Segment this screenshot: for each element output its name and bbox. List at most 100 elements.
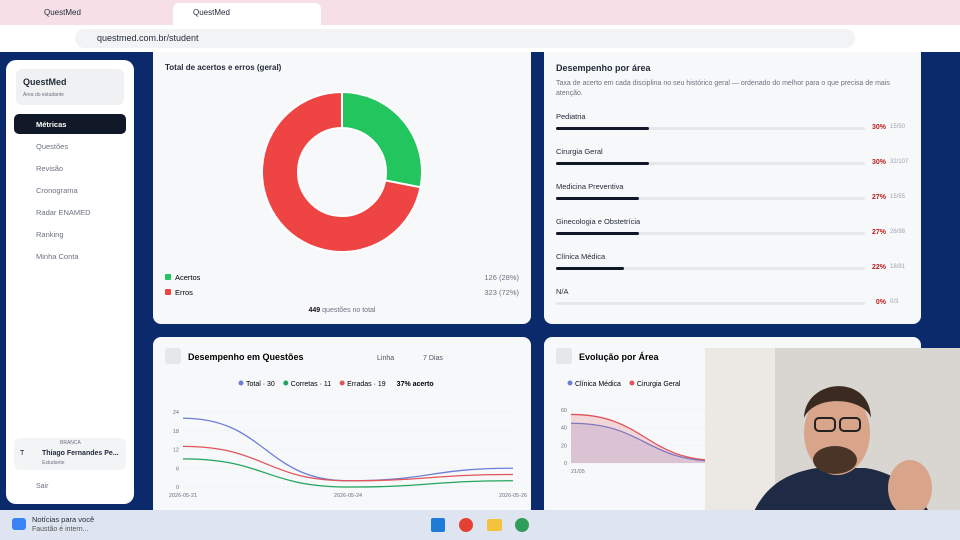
area-track: [556, 302, 865, 305]
area-name: Cirurgia Geral: [556, 147, 603, 156]
chrome-icon[interactable]: [459, 518, 473, 532]
url-field[interactable]: questmed.com.br/student: [75, 29, 855, 48]
title-icon: [165, 348, 181, 364]
title-icon: [556, 348, 572, 364]
logout[interactable]: Sair: [36, 483, 49, 490]
nav-label: Radar ENAMED: [36, 208, 91, 217]
nav-label: Revisão: [36, 164, 64, 173]
legend-value: 323 (72%): [484, 288, 519, 297]
nav-item[interactable]: Questões: [14, 136, 126, 156]
user-name: Thiago Fernandes Pe...: [42, 450, 119, 457]
area-pct: 30%: [871, 159, 886, 166]
area-name: Pediatria: [556, 112, 586, 121]
area-bar: [556, 197, 640, 200]
area-track: [556, 162, 865, 165]
area-bar: [556, 127, 649, 130]
legend-extra: 37% acerto: [397, 381, 434, 388]
brand-box: QuestMed Área do estudante: [16, 69, 124, 105]
series-line: [570, 422, 720, 462]
legend-label: Erradas · 19: [347, 381, 386, 388]
total: 449: [308, 307, 321, 314]
area-bar: [556, 232, 640, 235]
x-tick-label: 2026-05-26: [499, 493, 527, 499]
y-tick-label: 6: [176, 466, 179, 472]
legend-swatch: [165, 289, 171, 295]
area-count: 15/50: [890, 124, 906, 130]
area-track: [556, 127, 865, 130]
y-tick-label: 18: [173, 429, 179, 435]
chart-title: Desempenho em Questões: [188, 352, 304, 362]
area-pct: 30%: [871, 124, 886, 131]
tab[interactable]: QuestMed: [22, 4, 170, 21]
line-card: Desempenho em Questões Linha 7 Dias Total ·…: [153, 337, 531, 517]
area-pct: 27%: [871, 229, 886, 236]
sidebar: QuestMed Área do estudante Métricas Quest…: [6, 60, 134, 504]
legend-dot: [283, 380, 289, 386]
series-line: [182, 445, 514, 482]
area-count: 26/98: [890, 229, 906, 235]
news-icon[interactable]: [12, 518, 26, 530]
folder-icon[interactable]: [487, 519, 502, 531]
donut-card: Total de acertos e erros (geral) Acertos…: [153, 52, 531, 324]
donut-slice: [261, 90, 422, 253]
y-tick-label: 0: [564, 461, 567, 467]
nav-label: Questões: [36, 142, 69, 151]
y-tick-label: 20: [561, 443, 567, 449]
y-tick-label: 12: [173, 448, 179, 454]
legend-dot: [629, 380, 635, 386]
area-bar: [556, 267, 624, 270]
x-tick-label: 2026-05-21: [169, 493, 197, 499]
url: questmed.com.br/student: [97, 33, 199, 43]
control: Linha: [377, 355, 394, 362]
area-pct: 0%: [875, 299, 886, 306]
donut-chart: Acertos 126 (28%) Erros 323 (72%): [165, 90, 519, 297]
total-text: questões no total: [322, 307, 376, 314]
legend-dot: [339, 380, 345, 386]
tab-active[interactable]: QuestMed: [173, 3, 321, 25]
area-count: 0/3: [890, 299, 899, 305]
nav-item[interactable]: Revisão: [14, 158, 126, 178]
area-name: Medicina Preventiva: [556, 182, 624, 191]
area-name: Clínica Médica: [556, 252, 606, 261]
start-button[interactable]: [431, 518, 445, 532]
area-fill: [571, 423, 719, 463]
card-title: Total de acertos e erros (geral): [165, 63, 282, 72]
app-icon[interactable]: [515, 518, 529, 532]
tab-bar: QuestMed QuestMed: [0, 0, 960, 25]
area-count: 32/107: [890, 159, 909, 165]
series-line: [182, 458, 514, 488]
nav-label: Minha Conta: [36, 252, 79, 261]
legend-label: Corretas · 11: [291, 381, 331, 388]
x-tick-label: 21/05: [571, 469, 585, 475]
area-track: [556, 232, 865, 235]
x-tick-label: 2026-05-24: [334, 493, 362, 499]
nav-item[interactable]: Métricas: [14, 114, 126, 134]
nav-item[interactable]: Cronograma: [14, 180, 126, 200]
y-tick-label: 0: [176, 485, 179, 491]
brand: QuestMed: [23, 77, 67, 87]
tab-title: QuestMed: [44, 8, 81, 17]
nav-item[interactable]: Ranking: [14, 224, 126, 244]
control: 7 Dias: [423, 355, 443, 362]
avatar: T: [20, 450, 25, 457]
news-title[interactable]: Notícias para você: [32, 515, 95, 524]
card-description: Taxa de acerto em cada disciplina no seu…: [556, 80, 890, 97]
legend-label: Clínica Médica: [575, 381, 621, 388]
chart-title: Evolução por Área: [579, 352, 660, 362]
legend-swatch: [165, 274, 171, 280]
nav-item[interactable]: Radar ENAMED: [14, 202, 126, 222]
user-role: Estudante: [42, 460, 65, 466]
area-card: Desempenho por área Taxa de acerto em ca…: [544, 52, 921, 324]
area-pct: 22%: [871, 264, 886, 271]
user-badge: BRANCA: [60, 440, 81, 446]
brand-subtitle: Área do estudante: [23, 92, 64, 98]
taskbar: Notícias para você Faustão é intern...: [0, 510, 960, 540]
legend-dot: [238, 380, 244, 386]
nav-item[interactable]: Minha Conta: [14, 246, 126, 266]
nav-label: Ranking: [36, 230, 64, 239]
area-track: [556, 197, 865, 200]
area-name: Ginecologia e Obstetrícia: [556, 217, 641, 226]
y-tick-label: 60: [561, 408, 567, 414]
area-name: N/A: [556, 287, 569, 296]
